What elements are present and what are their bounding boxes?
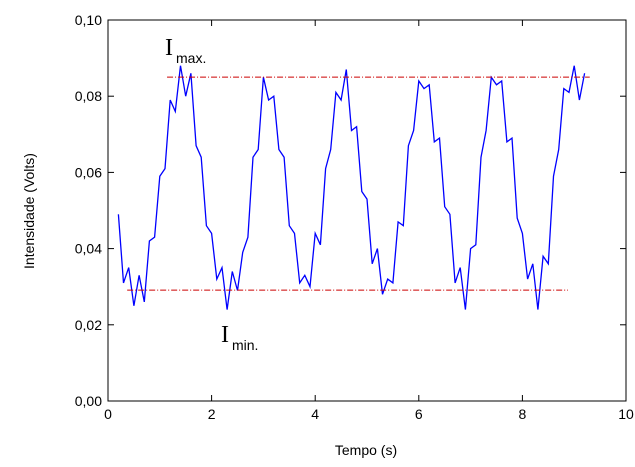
y-tick-label: 0,06 xyxy=(75,164,102,180)
x-axis-title: Tempo (s) xyxy=(335,442,397,458)
x-tick-label: 4 xyxy=(311,406,319,422)
plot-frame xyxy=(107,19,627,402)
y-tick-label: 0,02 xyxy=(75,317,102,333)
annotation: I xyxy=(165,35,173,61)
annotation-subscript: min. xyxy=(232,337,258,353)
y-tick-label: 0,00 xyxy=(75,393,102,409)
y-tick-label: 0,10 xyxy=(75,12,102,28)
annotation-subscript: max. xyxy=(176,50,206,66)
y-tick-label: 0,04 xyxy=(75,241,102,257)
y-axis-title: Intensidade (Volts) xyxy=(21,153,37,269)
x-tick-label: 6 xyxy=(415,406,423,422)
x-tick-label: 0 xyxy=(104,406,112,422)
annotation: I xyxy=(221,322,229,348)
x-tick-label: 10 xyxy=(618,406,634,422)
x-tick-label: 2 xyxy=(208,406,216,422)
x-tick-label: 8 xyxy=(519,406,527,422)
y-tick-label: 0,08 xyxy=(75,88,102,104)
data-line xyxy=(117,65,586,310)
